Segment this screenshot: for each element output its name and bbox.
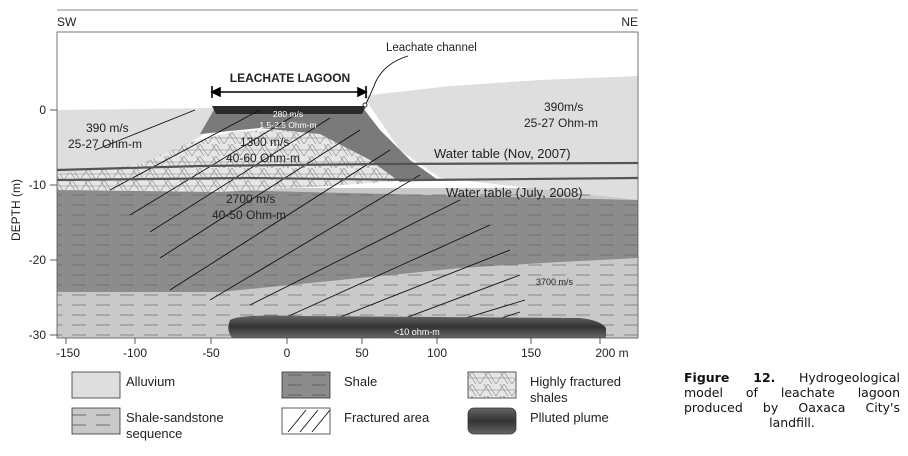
layer-highly-fractured-hatch bbox=[57, 128, 410, 192]
legend: Alluvium Shale Highly fractured shales S… bbox=[71, 371, 621, 441]
shale-resistivity: 40-50 Ohm-m bbox=[212, 208, 286, 222]
fractured-resistivity: 40-60 Ohm-m bbox=[226, 151, 300, 165]
legend-label-shale-sandstone: Shale-sandstone bbox=[126, 410, 224, 425]
legend-label-highly-fractured-2: shales bbox=[530, 390, 568, 405]
y-tick-30: -30 bbox=[29, 328, 47, 342]
deep-layer-velocity: 3700 m/s bbox=[536, 277, 574, 287]
legend-label-fractured-area: Fractured area bbox=[344, 410, 430, 425]
legend-label-highly-fractured: Highly fractured bbox=[530, 374, 621, 389]
lagoon-title: LEACHATE LAGOON bbox=[230, 71, 350, 85]
legend-swatch-shale-sandstone-hatch bbox=[72, 408, 120, 434]
leachate-channel-label: Leachate channel bbox=[386, 42, 477, 54]
left-alluvium-resistivity: 25-27 Ohm-m bbox=[68, 137, 142, 151]
legend-swatch-shale-hatch bbox=[282, 372, 330, 398]
legend-swatch-highly-fractured-hatch bbox=[468, 372, 516, 398]
leachate-lagoon-body bbox=[212, 106, 366, 114]
plume-resistivity: <10 ohm-m bbox=[394, 327, 440, 337]
shale-velocity: 2700 m/s bbox=[226, 192, 275, 206]
caption-label: Figure 12. bbox=[684, 370, 776, 385]
water-table-july-label: Water table (July, 2008) bbox=[446, 185, 583, 200]
y-axis-label: DEPTH (m) bbox=[9, 179, 23, 241]
y-axis bbox=[50, 109, 57, 336]
layer-alluvium-right bbox=[363, 76, 638, 200]
water-table-july-2008 bbox=[57, 176, 638, 182]
orientation-sw: SW bbox=[57, 15, 77, 29]
caption-text: Hydrogeological model of leachate lagoon… bbox=[684, 370, 900, 430]
legend-label-plume: Plluted plume bbox=[530, 410, 609, 425]
y-tick-10: -10 bbox=[29, 178, 47, 192]
legend-label-shale: Shale bbox=[344, 374, 377, 389]
right-alluvium-resistivity: 25-27 Ohm-m bbox=[524, 116, 598, 130]
legend-label-alluvium: Alluvium bbox=[126, 374, 175, 389]
fractured-area-lines bbox=[94, 109, 526, 338]
y-tick-0: 0 bbox=[39, 103, 46, 117]
leachate-channel-pointer bbox=[365, 55, 409, 105]
legend-swatch-plume bbox=[467, 407, 517, 435]
y-tick-20: -20 bbox=[29, 253, 47, 267]
left-alluvium-velocity: 390 m/s bbox=[86, 121, 129, 135]
legend-label-shale-sandstone-2: sequence bbox=[126, 426, 182, 441]
polluted-plume bbox=[228, 315, 606, 338]
orientation-ne: NE bbox=[621, 15, 638, 29]
lagoon-resistivity: 1.5-2.5 Ohm-m bbox=[259, 120, 316, 130]
fractured-velocity: 1300 m/s bbox=[240, 135, 289, 149]
x-tick-m100: -100 bbox=[123, 346, 147, 360]
x-tick-150: 150 bbox=[521, 346, 541, 360]
lagoon-velocity: 280 m/s bbox=[273, 109, 303, 119]
legend-swatch-fractured-area-lines bbox=[287, 409, 331, 433]
legend-swatch-alluvium bbox=[71, 371, 121, 399]
water-table-nov-label: Water table (Nov, 2007) bbox=[434, 146, 571, 161]
leachate-channel-marker bbox=[362, 102, 368, 108]
layer-alluvium-left bbox=[57, 108, 215, 174]
x-tick-50: 50 bbox=[355, 346, 369, 360]
x-tick-m150: -150 bbox=[56, 346, 80, 360]
lagoon-arrow bbox=[210, 86, 368, 98]
x-axis bbox=[65, 338, 601, 344]
x-tick-100: 100 bbox=[427, 346, 447, 360]
layer-shale-hatch bbox=[57, 186, 638, 292]
right-alluvium-velocity: 390m/s bbox=[544, 100, 583, 114]
x-tick-0: 0 bbox=[284, 346, 291, 360]
x-tick-200: 200 m bbox=[595, 346, 628, 360]
x-tick-m50: -50 bbox=[202, 346, 220, 360]
hydrogeological-model-figure: SW NE bbox=[9, 9, 639, 441]
figure-caption: Figure 12. Hydrogeological model of leac… bbox=[684, 370, 900, 430]
water-table-nov-2007 bbox=[57, 161, 638, 172]
